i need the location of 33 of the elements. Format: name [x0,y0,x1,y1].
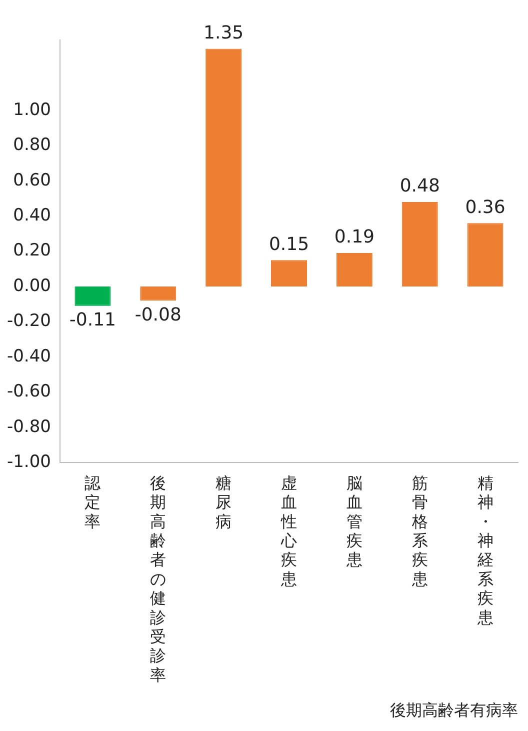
y-tick-label: -0.40 [6,346,51,366]
y-tick-label: 0.60 [13,170,51,190]
y-tick-label: 1.00 [13,100,51,120]
bar [402,202,438,287]
x-tick-label: 認定率 [84,473,101,531]
x-tick-label: 筋骨格系疾患 [410,473,428,588]
category-label: 後期高齢者の健診受診率 [150,473,166,684]
bar [271,260,307,287]
bar [206,48,242,287]
x-tick-label: 糖尿病 [216,473,232,531]
y-tick-label: -0.80 [6,416,51,437]
data-label: 0.15 [268,234,310,255]
bar [140,286,176,301]
data-label: 0.48 [400,176,440,197]
x-axis-title: 後期高齢者有病率 [390,700,518,720]
y-tick-label: -0.20 [6,311,51,332]
data-label: 0.36 [465,196,506,218]
bar [467,223,504,287]
bar [74,286,111,306]
data-label: 0.19 [334,226,374,248]
bar [336,253,372,287]
data-label: -0.08 [134,304,182,326]
y-tick-label: 0.00 [13,276,51,296]
data-label: -0.11 [69,310,116,331]
y-tick-label: 0.80 [13,135,51,156]
y-tick-label: -1.00 [6,452,51,472]
x-tick-label: 精神・神経系疾患 [476,473,494,627]
y-tick-label: 0.40 [13,206,51,226]
y-tick-label: -0.60 [6,382,51,402]
x-tick-label: 虚血性心疾患 [280,473,297,588]
y-tick-label: 0.20 [13,240,51,261]
data-label: 1.35 [204,22,244,44]
x-tick-label: 脳血管疾患 [345,473,362,570]
